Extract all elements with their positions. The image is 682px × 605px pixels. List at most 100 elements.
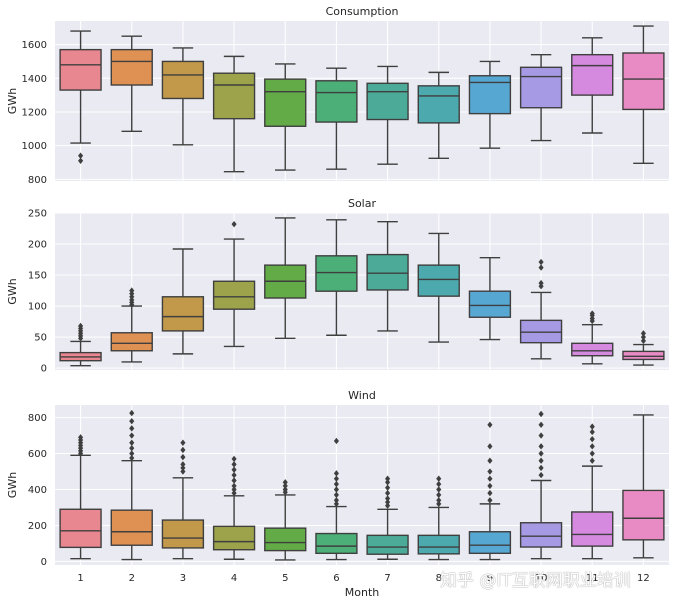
outlier-point <box>129 432 135 439</box>
outlier-point <box>231 461 237 468</box>
outlier-point <box>538 464 544 472</box>
box-month-11 <box>571 310 614 365</box>
panel-title: Solar <box>348 197 377 210</box>
x-tick-label: 10 <box>535 573 548 584</box>
box-month-9 <box>468 421 512 561</box>
box-iqr <box>315 532 358 555</box>
box-iqr <box>417 534 460 555</box>
outlier-point <box>487 457 493 464</box>
outlier-point <box>333 470 339 477</box>
y-tick-label: 250 <box>28 209 47 220</box>
box-iqr <box>264 527 307 552</box>
plot-background <box>55 405 669 565</box>
box-month-8 <box>417 71 460 159</box>
outlier-point <box>282 482 288 490</box>
outlier-point <box>589 435 595 443</box>
outlier-point <box>538 410 544 418</box>
box-iqr <box>468 290 512 318</box>
box-iqr <box>571 342 614 357</box>
outlier-point <box>538 471 544 479</box>
box-iqr <box>417 264 460 297</box>
box-iqr <box>161 519 205 549</box>
outlier-point <box>487 421 493 428</box>
y-tick-label: 1600 <box>22 40 47 51</box>
outlier-point <box>333 437 339 445</box>
outlier-point <box>231 471 237 479</box>
x-tick-label: 3 <box>180 573 186 584</box>
box-iqr <box>366 534 409 555</box>
panel-title: Consumption <box>326 5 399 18</box>
box-month-5 <box>264 479 307 561</box>
outlier-point <box>436 480 442 488</box>
box-iqr <box>622 52 665 111</box>
box-iqr <box>571 511 614 547</box>
x-tick-label: 2 <box>129 573 135 584</box>
box-month-7 <box>366 475 409 560</box>
x-tick-label: 7 <box>384 573 390 584</box>
y-tick-label: 1400 <box>22 74 47 85</box>
outlier-point <box>487 482 493 490</box>
box-month-12 <box>622 330 665 366</box>
box-month-4 <box>212 55 256 173</box>
y-tick-label: 600 <box>28 449 47 460</box>
outlier-point <box>129 425 135 432</box>
outlier-point <box>180 446 186 454</box>
outlier-point <box>436 475 442 482</box>
outlier-point <box>180 468 186 475</box>
outlier-point <box>487 468 493 475</box>
panel-solar: 0 50 100 150 200 250 Solar GWh <box>6 197 669 375</box>
box-month-6 <box>315 219 358 336</box>
outlier-point <box>129 450 135 457</box>
y-tick-label: 1200 <box>22 107 47 118</box>
x-tick-label: 11 <box>586 573 599 584</box>
box-iqr <box>315 80 358 123</box>
box-iqr <box>212 72 256 120</box>
outlier-point <box>333 475 339 482</box>
outlier-point <box>487 443 493 450</box>
box-iqr <box>264 78 307 127</box>
outlier-point <box>385 479 391 486</box>
outlier-point <box>538 258 544 266</box>
outlier-point <box>487 475 493 482</box>
x-tick-label: 5 <box>282 573 288 584</box>
outlier-point <box>129 417 135 425</box>
box-iqr <box>468 531 512 555</box>
box-month-2 <box>110 287 153 363</box>
box-month-8 <box>417 232 460 343</box>
outlier-point <box>487 489 493 497</box>
box-month-4 <box>212 220 256 348</box>
outlier-point <box>231 220 237 228</box>
box-month-3 <box>161 248 205 355</box>
outlier-point <box>385 495 391 502</box>
box-month-7 <box>366 65 409 165</box>
box-iqr <box>110 509 153 546</box>
box-month-12 <box>622 414 665 559</box>
y-axis-label: GWh <box>6 472 19 498</box>
outlier-point <box>538 264 544 271</box>
box-month-6 <box>315 67 358 170</box>
outlier-point <box>589 457 595 464</box>
y-tick-label: 800 <box>28 413 47 424</box>
outlier-point <box>333 486 339 493</box>
box-month-10 <box>519 53 563 142</box>
y-tick-label: 200 <box>28 240 47 251</box>
box-iqr <box>110 332 153 352</box>
outlier-point <box>385 502 391 509</box>
x-tick-label: 12 <box>637 573 650 584</box>
outlier-point <box>78 157 84 164</box>
box-month-1 <box>59 30 102 164</box>
outlier-point <box>589 443 595 450</box>
outlier-point <box>589 423 595 430</box>
box-iqr <box>519 66 563 109</box>
y-tick-label: 0 <box>41 364 47 375</box>
outlier-point <box>385 484 391 491</box>
outlier-point <box>538 450 544 457</box>
box-month-1 <box>59 434 102 560</box>
x-tick-label: 4 <box>231 573 237 584</box>
outlier-point <box>385 475 391 482</box>
plot-background <box>55 213 669 370</box>
box-iqr <box>161 60 205 100</box>
y-tick-label: 200 <box>28 521 47 532</box>
